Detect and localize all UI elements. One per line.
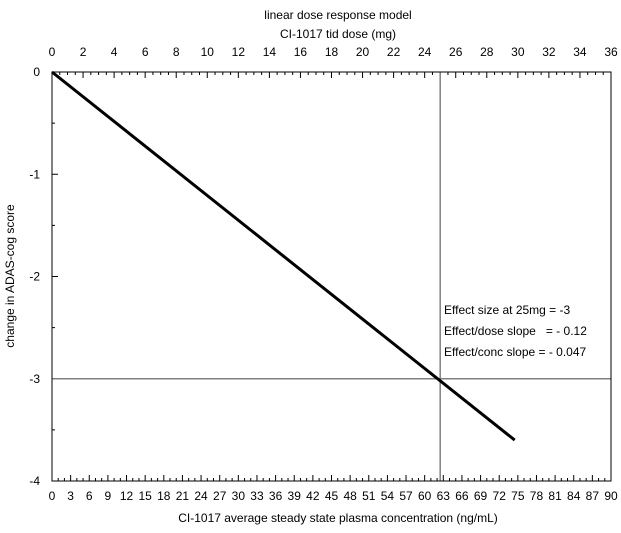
x-bottom-tick-label: 75: [511, 489, 525, 503]
x-top-tick-label: 36: [604, 45, 618, 59]
x-bottom-tick-label: 72: [493, 489, 507, 503]
annotation-dose-slope: Effect/dose slope = - 0.12: [444, 324, 587, 338]
chart-title: linear dose response model: [264, 8, 411, 22]
x-bottom-tick-label: 3: [67, 489, 74, 503]
x-bottom-tick-label: 33: [250, 489, 264, 503]
x-bottom-tick-label: 0: [49, 489, 56, 503]
y-tick-label: -3: [29, 372, 40, 386]
x-top-tick-label: 16: [294, 45, 308, 59]
x-bottom-tick-label: 84: [567, 489, 581, 503]
x-top-tick-label: 4: [111, 45, 118, 59]
y-tick-label: 0: [33, 65, 40, 79]
x-top-tick-label: 30: [511, 45, 525, 59]
x-bottom-tick-label: 39: [288, 489, 302, 503]
x-bottom-tick-label: 78: [530, 489, 544, 503]
x-top-tick-label: 28: [480, 45, 494, 59]
x-bottom-tick-label: 12: [120, 489, 134, 503]
y-axis-title: change in ADAS-cog score: [3, 204, 17, 348]
x-bottom-tick-label: 81: [548, 489, 562, 503]
x-bottom-tick-label: 15: [138, 489, 152, 503]
x-top-tick-label: 32: [542, 45, 556, 59]
plot-frame: [51, 71, 612, 482]
x-top-tick-label: 34: [573, 45, 587, 59]
y-tick-label: -2: [29, 270, 40, 284]
x-top-tick-label: 0: [49, 45, 56, 59]
x-bottom-tick-label: 57: [399, 489, 413, 503]
x-bottom-tick-label: 51: [362, 489, 376, 503]
x-top-tick-label: 12: [232, 45, 246, 59]
x-bottom-tick-label: 18: [157, 489, 171, 503]
x-bottom-tick-label: 69: [474, 489, 488, 503]
x-bottom-tick-label: 60: [418, 489, 432, 503]
x-bottom-tick-label: 21: [176, 489, 190, 503]
x-bottom-tick-label: 42: [306, 489, 320, 503]
x-top-tick-label: 8: [173, 45, 180, 59]
x-top-tick-label: 22: [387, 45, 401, 59]
x-bottom-tick-label: 63: [437, 489, 451, 503]
series-line-dose-response: [51, 70, 516, 442]
x-top-tick-label: 14: [263, 45, 277, 59]
x-top-tick-label: 2: [80, 45, 87, 59]
x-bottom-tick-label: 9: [105, 489, 112, 503]
x-top-tick-label: 18: [325, 45, 339, 59]
x-top-axis-title: CI-1017 tid dose (mg): [280, 27, 396, 41]
x-bottom-axis-title: CI-1017 average steady state plasma conc…: [178, 511, 498, 525]
x-bottom-tick-label: 87: [586, 489, 600, 503]
x-bottom-tick-label: 90: [604, 489, 618, 503]
reference-lines: [52, 72, 611, 481]
annotation-effect-size: Effect size at 25mg = -3: [444, 303, 571, 317]
y-tick-label: -4: [29, 474, 40, 488]
x-bottom-tick-label: 48: [343, 489, 357, 503]
x-bottom-tick-label: 66: [455, 489, 469, 503]
x-bottom-tick-label: 36: [269, 489, 283, 503]
series-layer: [51, 70, 516, 442]
x-bottom-tick-label: 27: [213, 489, 227, 503]
x-bottom-tick-label: 54: [381, 489, 395, 503]
x-top-tick-label: 26: [449, 45, 463, 59]
x-top-tick-label: 10: [201, 45, 215, 59]
x-top-tick-label: 24: [418, 45, 432, 59]
ticks-layer: 0 2 4 6 8 10 12 14 16 18 20 22 24 26 28 30 32 34 360 3 6 9 12 1…: [29, 45, 618, 503]
y-tick-label: -1: [29, 167, 40, 181]
x-bottom-tick-label: 24: [194, 489, 208, 503]
annotation-conc-slope: Effect/conc slope = - 0.047: [444, 345, 587, 359]
x-top-tick-label: 20: [356, 45, 370, 59]
x-bottom-tick-label: 45: [325, 489, 339, 503]
x-top-tick-label: 6: [142, 45, 149, 59]
x-bottom-tick-label: 30: [232, 489, 246, 503]
x-bottom-tick-label: 6: [86, 489, 93, 503]
